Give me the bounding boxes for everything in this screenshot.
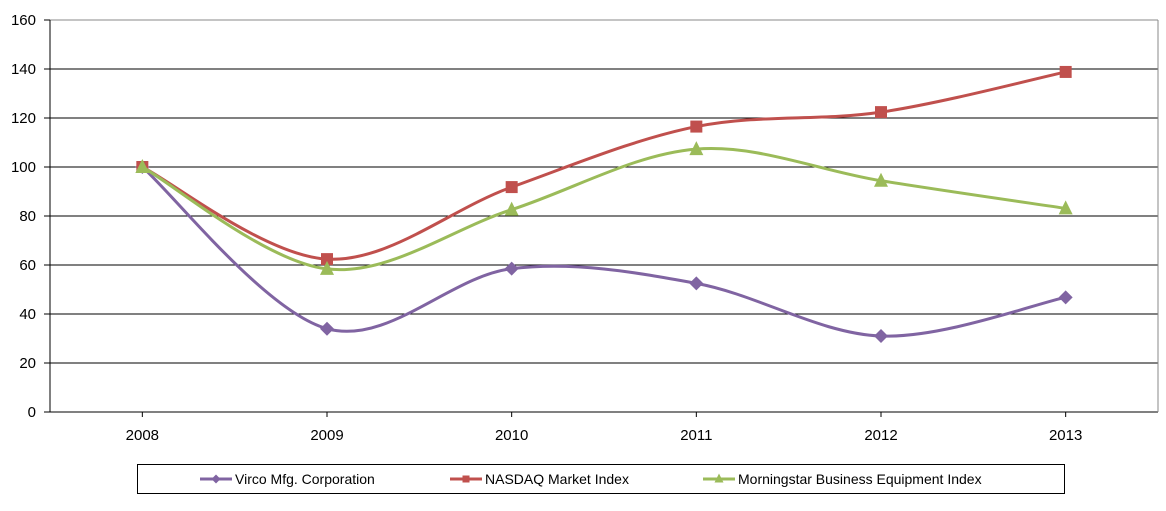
square-marker: [505, 181, 518, 194]
square-marker: [1059, 65, 1072, 78]
legend-item: NASDAQ Market Index: [450, 471, 629, 487]
y-tick-label: 40: [19, 306, 36, 323]
series-morningstar-business-equipment-index: [135, 141, 1073, 275]
triangle-marker: [320, 260, 334, 275]
y-tick-label: 160: [11, 12, 36, 29]
triangle-marker: [874, 172, 888, 187]
diamond-marker: [1058, 290, 1073, 305]
diamond-marker: [320, 321, 334, 336]
square-marker: [321, 253, 333, 266]
x-tick-label: 2010: [495, 427, 528, 444]
y-tick-label: 60: [19, 257, 36, 274]
legend-item: Virco Mfg. Corporation: [200, 471, 375, 487]
series-virco-mfg-corporation: [135, 160, 1073, 344]
triangle-marker: [689, 141, 704, 156]
triangle-marker: [504, 201, 519, 216]
triangle-marker: [1058, 200, 1073, 215]
x-tick-label: 2009: [310, 427, 343, 444]
x-axis-ticks: 2008 2009 2010 2011 2012 2013: [126, 412, 1082, 444]
y-tick-label: 140: [11, 61, 36, 78]
x-tick-label: 2013: [1049, 427, 1082, 444]
diamond-marker: [504, 261, 519, 276]
y-tick-label: 100: [11, 159, 36, 176]
y-tick-label: 0: [28, 404, 36, 421]
legend-item: Morningstar Business Equipment Index: [703, 471, 982, 487]
diamond-marker: [689, 276, 704, 291]
square-marker: [875, 106, 887, 119]
gridlines: [50, 19, 1158, 364]
series-line: [140, 147, 1068, 272]
x-tick-label: 2008: [126, 427, 159, 444]
diamond-marker: [211, 474, 221, 484]
legend: Virco Mfg. Corporation NASDAQ Market Inde…: [137, 464, 1065, 494]
triangle-marker: [135, 159, 150, 173]
legend-label: Virco Mfg. Corporation: [235, 471, 375, 487]
x-tick-label: 2012: [864, 427, 897, 444]
diamond-marker: [874, 329, 888, 344]
x-tick-label: 2011: [680, 427, 712, 444]
y-axis-ticks: 0 20 40 60 80 100 120 140 160: [11, 12, 50, 421]
legend-box: [137, 464, 1065, 494]
square-marker: [462, 475, 470, 483]
y-tick-label: 80: [19, 208, 36, 225]
legend-label: NASDAQ Market Index: [485, 471, 629, 487]
triangle-marker: [714, 473, 724, 483]
y-tick-label: 20: [19, 355, 36, 372]
series-nasdaq-market-index: [136, 65, 1072, 266]
square-marker: [690, 120, 703, 133]
series-group: [135, 65, 1073, 344]
y-tick-label: 120: [11, 110, 36, 127]
series-line: [140, 70, 1068, 261]
series-line: [140, 165, 1068, 338]
legend-label: Morningstar Business Equipment Index: [738, 471, 982, 487]
